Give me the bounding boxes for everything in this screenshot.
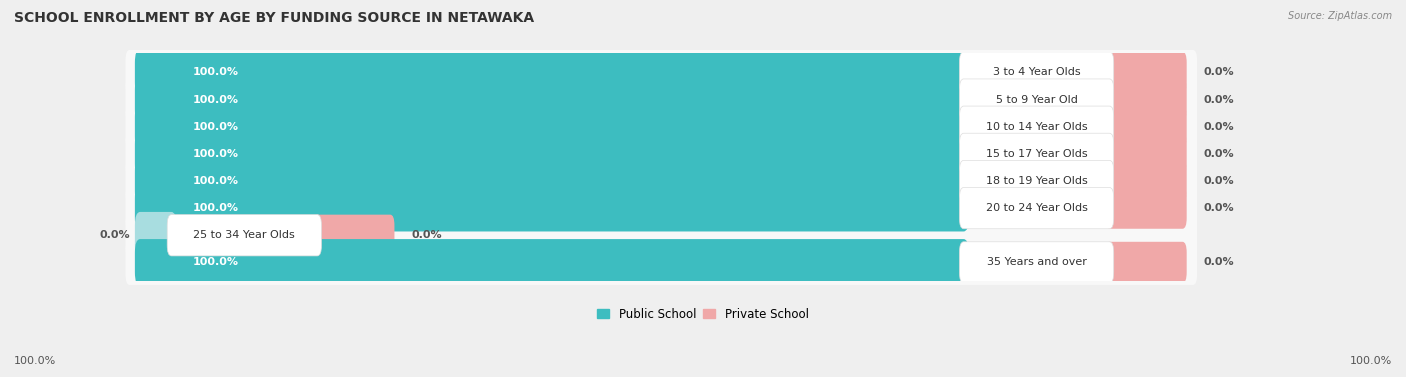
FancyBboxPatch shape bbox=[135, 158, 969, 204]
Legend: Public School, Private School: Public School, Private School bbox=[593, 303, 813, 326]
Text: 0.0%: 0.0% bbox=[1204, 203, 1234, 213]
FancyBboxPatch shape bbox=[135, 212, 177, 259]
Text: 100.0%: 100.0% bbox=[1350, 356, 1392, 366]
Text: Source: ZipAtlas.com: Source: ZipAtlas.com bbox=[1288, 11, 1392, 21]
FancyBboxPatch shape bbox=[135, 103, 969, 150]
FancyBboxPatch shape bbox=[125, 158, 1197, 204]
FancyBboxPatch shape bbox=[125, 131, 1197, 176]
FancyBboxPatch shape bbox=[1105, 133, 1187, 175]
Text: 100.0%: 100.0% bbox=[193, 176, 238, 186]
Text: 0.0%: 0.0% bbox=[1204, 176, 1234, 186]
Text: 0.0%: 0.0% bbox=[1204, 67, 1234, 77]
FancyBboxPatch shape bbox=[1105, 242, 1187, 283]
FancyBboxPatch shape bbox=[125, 50, 1197, 95]
Text: 10 to 14 Year Olds: 10 to 14 Year Olds bbox=[986, 122, 1087, 132]
FancyBboxPatch shape bbox=[135, 185, 969, 231]
FancyBboxPatch shape bbox=[135, 76, 969, 123]
Text: 100.0%: 100.0% bbox=[14, 356, 56, 366]
Text: 15 to 17 Year Olds: 15 to 17 Year Olds bbox=[986, 149, 1087, 159]
FancyBboxPatch shape bbox=[135, 239, 969, 286]
FancyBboxPatch shape bbox=[135, 130, 969, 177]
Text: 25 to 34 Year Olds: 25 to 34 Year Olds bbox=[194, 230, 295, 240]
Text: 100.0%: 100.0% bbox=[193, 122, 238, 132]
FancyBboxPatch shape bbox=[959, 133, 1114, 175]
FancyBboxPatch shape bbox=[314, 215, 395, 256]
Text: 3 to 4 Year Olds: 3 to 4 Year Olds bbox=[993, 67, 1080, 77]
FancyBboxPatch shape bbox=[959, 160, 1114, 202]
FancyBboxPatch shape bbox=[125, 185, 1197, 231]
FancyBboxPatch shape bbox=[125, 240, 1197, 285]
Text: 5 to 9 Year Old: 5 to 9 Year Old bbox=[995, 95, 1077, 104]
FancyBboxPatch shape bbox=[167, 215, 322, 256]
Text: SCHOOL ENROLLMENT BY AGE BY FUNDING SOURCE IN NETAWAKA: SCHOOL ENROLLMENT BY AGE BY FUNDING SOUR… bbox=[14, 11, 534, 25]
FancyBboxPatch shape bbox=[959, 52, 1114, 93]
Text: 0.0%: 0.0% bbox=[1204, 95, 1234, 104]
FancyBboxPatch shape bbox=[125, 77, 1197, 122]
FancyBboxPatch shape bbox=[1105, 52, 1187, 93]
FancyBboxPatch shape bbox=[959, 187, 1114, 229]
FancyBboxPatch shape bbox=[125, 104, 1197, 149]
Text: 0.0%: 0.0% bbox=[1204, 257, 1234, 267]
FancyBboxPatch shape bbox=[959, 242, 1114, 283]
FancyBboxPatch shape bbox=[1105, 160, 1187, 202]
FancyBboxPatch shape bbox=[959, 79, 1114, 120]
FancyBboxPatch shape bbox=[1105, 106, 1187, 147]
Text: 0.0%: 0.0% bbox=[98, 230, 129, 240]
Text: 18 to 19 Year Olds: 18 to 19 Year Olds bbox=[986, 176, 1087, 186]
FancyBboxPatch shape bbox=[135, 49, 969, 96]
Text: 0.0%: 0.0% bbox=[1204, 149, 1234, 159]
Text: 100.0%: 100.0% bbox=[193, 257, 238, 267]
Text: 100.0%: 100.0% bbox=[193, 149, 238, 159]
Text: 100.0%: 100.0% bbox=[193, 95, 238, 104]
FancyBboxPatch shape bbox=[959, 106, 1114, 147]
FancyBboxPatch shape bbox=[1105, 79, 1187, 120]
Text: 100.0%: 100.0% bbox=[193, 67, 238, 77]
Text: 20 to 24 Year Olds: 20 to 24 Year Olds bbox=[986, 203, 1087, 213]
Text: 35 Years and over: 35 Years and over bbox=[987, 257, 1087, 267]
FancyBboxPatch shape bbox=[125, 213, 1197, 258]
Text: 0.0%: 0.0% bbox=[411, 230, 441, 240]
Text: 100.0%: 100.0% bbox=[193, 203, 238, 213]
Text: 0.0%: 0.0% bbox=[1204, 122, 1234, 132]
FancyBboxPatch shape bbox=[1105, 187, 1187, 229]
